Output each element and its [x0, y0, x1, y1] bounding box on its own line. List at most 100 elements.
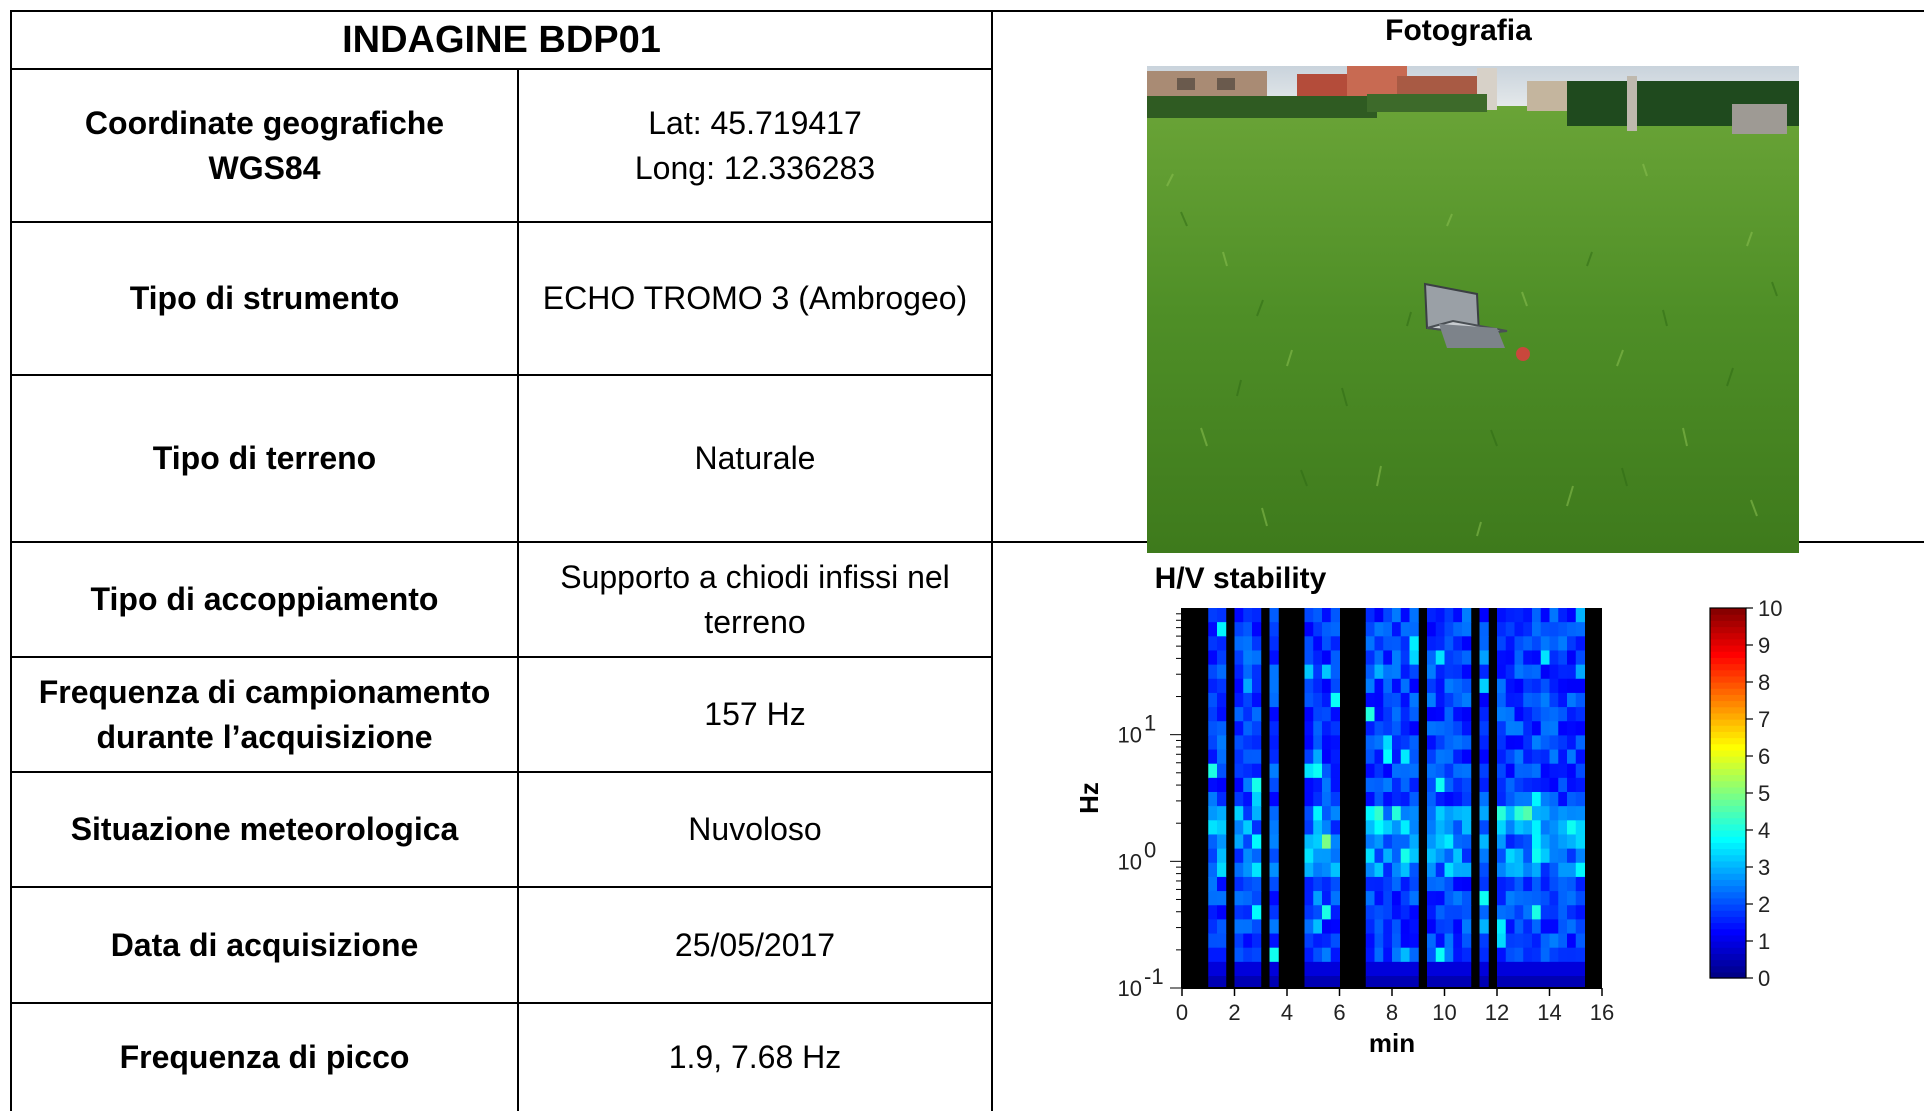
colorbar-segment	[1710, 682, 1746, 689]
heatmap-cell	[1374, 862, 1384, 878]
heatmap-cell	[1549, 919, 1559, 935]
heatmap-cell	[1243, 905, 1253, 920]
heatmap-cell	[1374, 678, 1384, 694]
heatmap-cell	[1462, 608, 1472, 623]
heatmap-cell	[1269, 905, 1279, 920]
colorbar-tick-label: 7	[1758, 707, 1770, 732]
heatmap-cell	[1497, 933, 1507, 949]
heatmap-cell	[1435, 961, 1445, 977]
heatmap-cell	[1217, 834, 1227, 850]
heatmap-cell	[1575, 806, 1585, 821]
heatmap-cell	[1558, 848, 1568, 864]
colorbar-segment	[1710, 657, 1746, 665]
heatmap-cell	[1514, 961, 1524, 977]
heatmap-cell	[1304, 707, 1314, 722]
heatmap-cell	[1514, 777, 1524, 793]
heatmap-cell	[1549, 763, 1559, 779]
heatmap-cell	[1304, 735, 1314, 751]
heatmap-cell	[1444, 905, 1454, 920]
heatmap-cell	[1479, 919, 1489, 935]
heatmap-cell	[1497, 834, 1507, 850]
heatmap-cell	[1208, 707, 1218, 722]
colorbar-segment	[1710, 780, 1746, 788]
heatmap-cell	[1462, 735, 1472, 751]
heatmap-cell	[1523, 876, 1533, 892]
heatmap-cell	[1409, 763, 1419, 779]
heatmap-cell	[1400, 777, 1410, 793]
heatmap-cell	[1505, 749, 1515, 765]
heatmap-cell	[1217, 933, 1227, 949]
heatmap-cell	[1304, 905, 1314, 920]
heatmap-cell	[1462, 919, 1472, 935]
heatmap-cell	[1374, 692, 1384, 708]
heatmap-cell	[1453, 848, 1463, 864]
heatmap-cell	[1234, 806, 1244, 821]
row-divider	[10, 886, 993, 888]
heatmap-cell	[1313, 692, 1323, 708]
x-tick-label: 4	[1281, 1000, 1293, 1025]
heatmap-cell	[1435, 862, 1445, 878]
row-value-coordinates: Lat: 45.719417 Long: 12.336283	[634, 104, 876, 186]
heatmap-cell	[1330, 862, 1340, 878]
colorbar-segment	[1710, 891, 1746, 899]
heatmap-cell	[1330, 961, 1340, 977]
heatmap-cell	[1523, 848, 1533, 864]
heatmap-cell	[1497, 947, 1507, 963]
heatmap-cell	[1400, 933, 1410, 949]
row-value-terrain: Naturale	[694, 440, 816, 476]
heatmap-cell	[1392, 820, 1402, 835]
colorbar-segment	[1710, 645, 1746, 652]
heatmap-cell	[1427, 678, 1437, 694]
y-tick-label: 10	[1118, 723, 1142, 748]
heatmap-cell	[1330, 905, 1340, 920]
heatmap-cell	[1514, 650, 1524, 666]
heatmap-cell	[1453, 792, 1463, 807]
heatmap-cell	[1400, 749, 1410, 765]
heatmap-cell	[1374, 763, 1384, 779]
heatmap-cell	[1575, 721, 1585, 736]
heatmap-cell	[1392, 806, 1402, 821]
heatmap-cell	[1505, 905, 1515, 920]
colorbar-tick-label: 10	[1758, 600, 1782, 621]
heatmap-cell	[1540, 947, 1550, 963]
heatmap-cell	[1549, 707, 1559, 722]
heatmap-cell	[1252, 933, 1262, 949]
heatmap-cell	[1365, 792, 1375, 807]
heatmap-cell	[1523, 707, 1533, 722]
row-label-terrain: Tipo di terreno	[152, 440, 377, 476]
heatmap-cell	[1208, 608, 1218, 623]
heatmap-cell	[1383, 735, 1393, 751]
colorbar-segment	[1710, 959, 1746, 967]
heatmap-cell	[1549, 905, 1559, 920]
heatmap-cell	[1427, 608, 1437, 623]
heatmap-cell	[1427, 650, 1437, 666]
heatmap-cell	[1330, 806, 1340, 821]
heatmap-cell	[1208, 976, 1218, 988]
heatmap-cell	[1374, 735, 1384, 751]
colorbar-segment	[1710, 651, 1746, 658]
heatmap-cell	[1540, 777, 1550, 793]
heatmap-cell	[1435, 947, 1445, 963]
column-divider	[991, 10, 993, 1111]
heatmap-cell	[1497, 707, 1507, 722]
heatmap-cell	[1313, 905, 1323, 920]
colorbar-segment	[1710, 910, 1746, 917]
heatmap-cell	[1269, 947, 1279, 963]
heatmap-cell	[1479, 763, 1489, 779]
colorbar-segment	[1710, 675, 1746, 683]
heatmap-cell	[1217, 622, 1227, 637]
heatmap-cell	[1252, 608, 1262, 623]
heatmap-cell	[1558, 636, 1568, 651]
heatmap-cell	[1330, 678, 1340, 694]
colorbar-segment	[1710, 885, 1746, 893]
heatmap-cell	[1558, 933, 1568, 949]
heatmap-cell	[1575, 678, 1585, 694]
heatmap-cell	[1313, 735, 1323, 751]
heatmap-cell	[1409, 792, 1419, 807]
heatmap-cell	[1243, 763, 1253, 779]
heatmap-cell	[1330, 622, 1340, 637]
heatmap-cell	[1575, 608, 1585, 623]
heatmap-cell	[1444, 976, 1454, 988]
heatmap-cell	[1575, 820, 1585, 835]
colorbar-segment	[1710, 638, 1746, 646]
